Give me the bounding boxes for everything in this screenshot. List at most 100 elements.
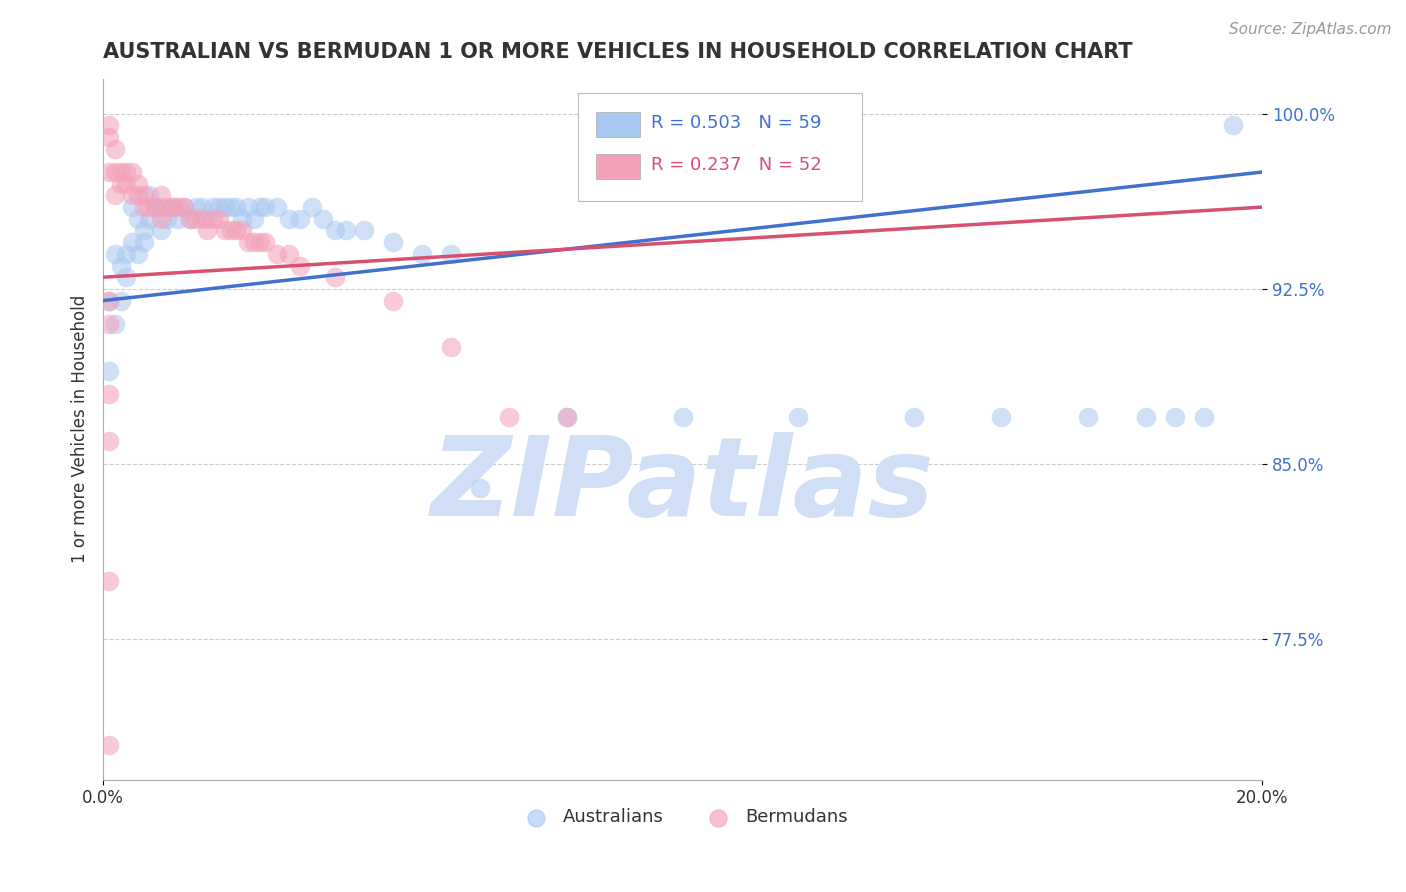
Point xyxy=(156,211,179,226)
Point xyxy=(104,142,127,156)
Point xyxy=(990,410,1012,425)
Point xyxy=(440,247,463,261)
Point xyxy=(115,270,138,285)
Point xyxy=(197,211,219,226)
Point xyxy=(266,200,288,214)
Point xyxy=(323,270,346,285)
Point xyxy=(127,177,149,191)
Point xyxy=(1164,410,1187,425)
Point xyxy=(132,200,155,214)
Point xyxy=(903,410,925,425)
Point xyxy=(150,223,173,237)
Point xyxy=(115,247,138,261)
Point xyxy=(121,165,143,179)
Point xyxy=(312,211,335,226)
Point xyxy=(1222,119,1244,133)
Point xyxy=(132,188,155,202)
Bar xyxy=(596,112,640,136)
Point xyxy=(138,211,160,226)
Point xyxy=(97,130,120,145)
Point xyxy=(121,200,143,214)
Point xyxy=(184,211,207,226)
Point xyxy=(219,223,242,237)
Point xyxy=(249,235,271,249)
Point xyxy=(97,364,120,378)
Point xyxy=(555,410,578,425)
Point xyxy=(121,188,143,202)
FancyBboxPatch shape xyxy=(578,93,862,202)
Point xyxy=(179,211,201,226)
Point xyxy=(411,247,433,261)
Point xyxy=(173,200,195,214)
Point xyxy=(97,293,120,308)
Point xyxy=(277,247,299,261)
Point xyxy=(353,223,375,237)
Point xyxy=(115,177,138,191)
Point xyxy=(162,200,184,214)
Point xyxy=(208,211,231,226)
Point xyxy=(277,211,299,226)
Point xyxy=(197,223,219,237)
Point xyxy=(97,293,120,308)
Point xyxy=(555,410,578,425)
Bar xyxy=(596,154,640,178)
Point xyxy=(97,119,120,133)
Point xyxy=(381,235,404,249)
Point xyxy=(162,200,184,214)
Point xyxy=(97,165,120,179)
Y-axis label: 1 or more Vehicles in Household: 1 or more Vehicles in Household xyxy=(72,295,89,563)
Point xyxy=(127,188,149,202)
Text: R = 0.503   N = 59: R = 0.503 N = 59 xyxy=(651,114,821,132)
Text: ZIPatlas: ZIPatlas xyxy=(430,432,935,539)
Point xyxy=(323,223,346,237)
Point xyxy=(150,188,173,202)
Point xyxy=(143,200,166,214)
Point xyxy=(440,340,463,354)
Point xyxy=(243,211,266,226)
Point xyxy=(243,235,266,249)
Point xyxy=(104,247,127,261)
Point xyxy=(254,235,277,249)
Point xyxy=(236,200,259,214)
Point xyxy=(132,235,155,249)
Point xyxy=(225,200,247,214)
Point xyxy=(249,200,271,214)
Point xyxy=(173,200,195,214)
Point xyxy=(104,165,127,179)
Point xyxy=(97,387,120,401)
Point xyxy=(671,410,693,425)
Point xyxy=(110,165,132,179)
Point xyxy=(214,223,236,237)
Point xyxy=(138,200,160,214)
Point xyxy=(288,259,311,273)
Point xyxy=(167,200,190,214)
Point xyxy=(381,293,404,308)
Point xyxy=(104,188,127,202)
Text: AUSTRALIAN VS BERMUDAN 1 OR MORE VEHICLES IN HOUSEHOLD CORRELATION CHART: AUSTRALIAN VS BERMUDAN 1 OR MORE VEHICLE… xyxy=(103,42,1133,62)
Point xyxy=(236,235,259,249)
Point xyxy=(97,317,120,331)
Point xyxy=(143,200,166,214)
Point xyxy=(110,293,132,308)
Point xyxy=(335,223,357,237)
Point xyxy=(190,200,212,214)
Point xyxy=(1135,410,1157,425)
Point xyxy=(498,410,520,425)
Point xyxy=(225,223,247,237)
Point xyxy=(115,165,138,179)
Point xyxy=(127,247,149,261)
Point xyxy=(1192,410,1215,425)
Point xyxy=(190,211,212,226)
Point xyxy=(301,200,323,214)
Point xyxy=(110,259,132,273)
Point xyxy=(132,223,155,237)
Point xyxy=(127,211,149,226)
Point xyxy=(156,200,179,214)
Point xyxy=(167,211,190,226)
Legend: Australians, Bermudans: Australians, Bermudans xyxy=(510,801,855,834)
Point xyxy=(231,223,253,237)
Point xyxy=(787,410,810,425)
Point xyxy=(208,200,231,214)
Point xyxy=(184,200,207,214)
Point xyxy=(1077,410,1099,425)
